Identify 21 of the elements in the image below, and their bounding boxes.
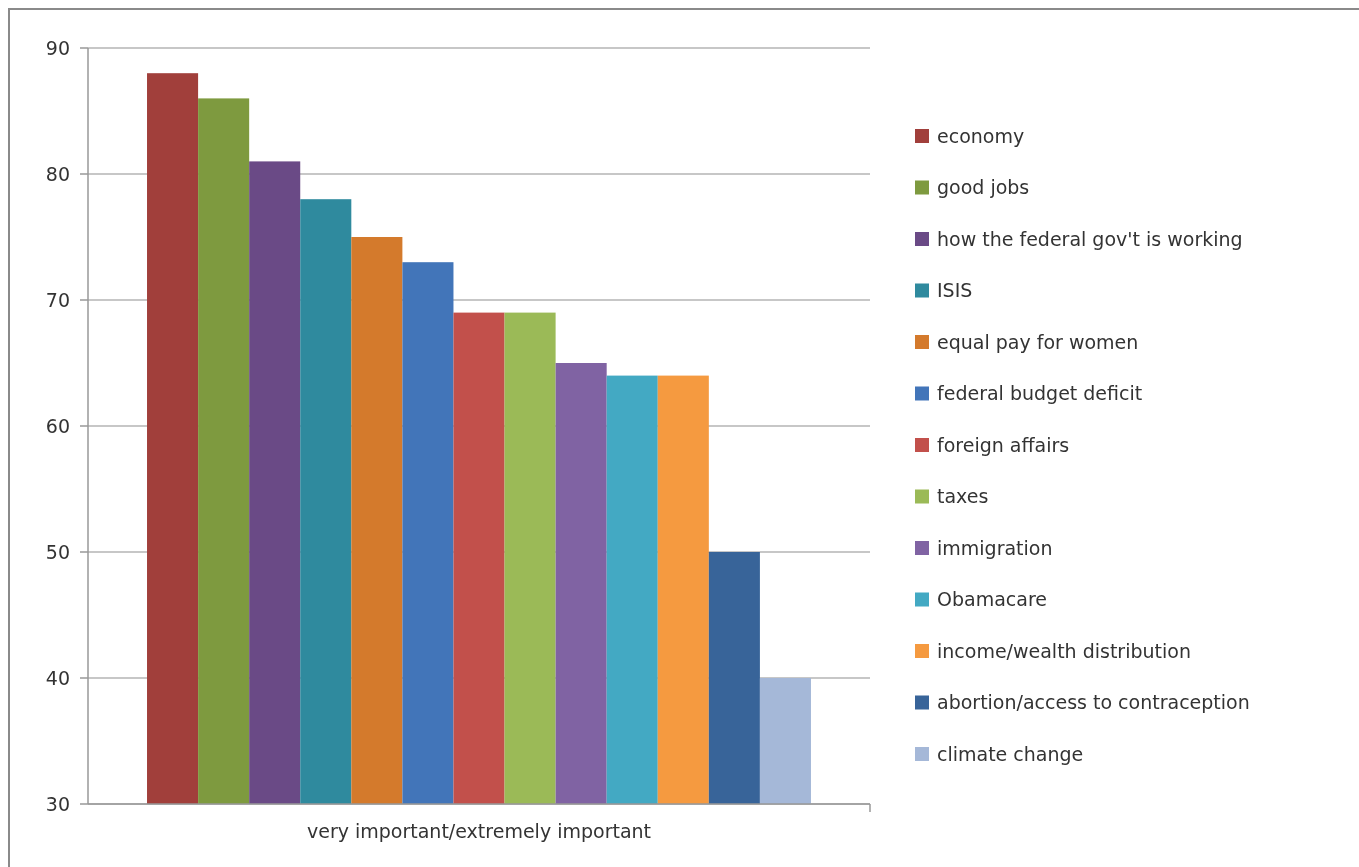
legend-label: income/wealth distribution bbox=[937, 639, 1191, 662]
legend-label: immigration bbox=[937, 536, 1053, 559]
legend-label: taxes bbox=[937, 485, 989, 508]
legend-label: equal pay for women bbox=[937, 330, 1139, 353]
legend-label: abortion/access to contraception bbox=[937, 691, 1250, 714]
legend-label: how the federal gov't is working bbox=[937, 227, 1243, 250]
y-tick-label: 50 bbox=[45, 540, 70, 563]
y-tick-label: 80 bbox=[45, 162, 70, 185]
legend-label: ISIS bbox=[937, 279, 973, 302]
legend-label: economy bbox=[937, 124, 1025, 147]
y-tick-label: 70 bbox=[45, 288, 70, 311]
legend-label: federal budget deficit bbox=[937, 382, 1143, 405]
y-tick-label: 60 bbox=[45, 414, 70, 437]
legend-label: good jobs bbox=[937, 176, 1030, 199]
legend-label: climate change bbox=[937, 742, 1084, 765]
y-tick-label: 30 bbox=[45, 792, 70, 815]
y-tick-label: 40 bbox=[45, 666, 70, 689]
y-tick-label: 90 bbox=[45, 36, 70, 59]
legend-label: Obamacare bbox=[937, 588, 1047, 611]
x-tick-label: very important/extremely important bbox=[306, 820, 652, 842]
legend-label: foreign affairs bbox=[937, 433, 1070, 456]
